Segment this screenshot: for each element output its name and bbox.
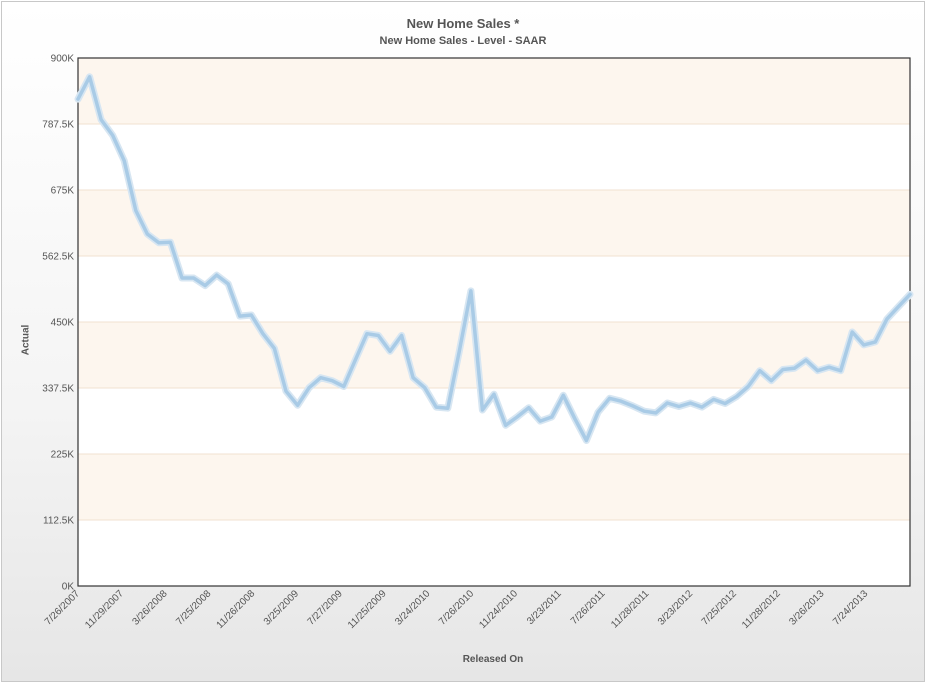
- plot-bands: [78, 58, 910, 586]
- x-tick-labels: 7/26/2007 11/29/2007 3/26/2008 7/25/2008 11/…: [43, 588, 871, 631]
- plot-band: [78, 124, 910, 190]
- x-tick-label: 11/28/2011: [609, 588, 651, 630]
- x-tick: 11/25/2009: [346, 588, 389, 631]
- x-tick-label: 7/26/2011: [569, 588, 608, 627]
- x-tick-label: 7/27/2009: [306, 588, 346, 628]
- x-tick-label: 11/26/2008: [215, 588, 258, 631]
- x-tick-label: 11/24/2010: [477, 588, 520, 631]
- x-tick-label: 7/25/2012: [700, 588, 740, 628]
- y-tick-label: 112.5K: [43, 516, 74, 527]
- x-tick: 7/26/2011: [569, 588, 608, 627]
- x-tick-label: 11/25/2009: [346, 588, 389, 631]
- x-tick: 7/27/2009: [306, 588, 346, 628]
- x-tick-label: 11/29/2007: [83, 588, 126, 631]
- y-tick-label: 0K: [62, 582, 75, 593]
- x-tick-label: 7/26/2007: [43, 588, 83, 628]
- x-tick-label: 3/23/2011: [525, 588, 564, 627]
- x-tick: 11/29/2007: [83, 588, 126, 631]
- y-tick-label: 900K: [51, 54, 75, 65]
- y-tick-label: 675K: [51, 186, 75, 197]
- x-tick: 7/24/2013: [831, 588, 871, 628]
- x-tick-label: 7/26/2010: [437, 588, 477, 628]
- x-tick: 3/23/2012: [656, 588, 696, 628]
- y-tick-label: 225K: [51, 450, 75, 461]
- plot-band: [78, 454, 910, 520]
- chart-title: New Home Sales *: [406, 16, 520, 31]
- x-tick-label: 3/25/2009: [262, 588, 302, 628]
- y-tick-label: 787.5K: [42, 120, 74, 131]
- chart-subtitle: New Home Sales - Level - SAAR: [379, 35, 547, 47]
- x-tick: 7/26/2007: [43, 588, 83, 628]
- series-group: [74, 73, 914, 444]
- x-tick: 3/26/2008: [130, 588, 170, 628]
- plot-band: [78, 256, 910, 322]
- x-tick: 7/26/2010: [437, 588, 477, 628]
- x-tick: 11/28/2012: [740, 588, 783, 631]
- x-tick: 11/24/2010: [477, 588, 520, 631]
- y-tick-label: 450K: [51, 318, 75, 329]
- x-tick: 3/26/2013: [787, 588, 827, 628]
- x-tick-label: 11/28/2012: [740, 588, 783, 631]
- x-tick-label: 3/26/2008: [130, 588, 170, 628]
- x-tick: 7/25/2008: [174, 588, 214, 628]
- plot-band: [78, 520, 910, 586]
- x-tick-label: 3/23/2012: [656, 588, 696, 628]
- x-tick-label: 3/26/2013: [787, 588, 827, 628]
- x-tick-label: 3/24/2010: [393, 588, 433, 628]
- x-tick: 7/25/2012: [700, 588, 740, 628]
- x-tick: 11/28/2011: [609, 588, 651, 630]
- series-line: [76, 75, 912, 443]
- x-axis-label: Released On: [462, 654, 524, 665]
- y-tick-label: 337.5K: [42, 384, 74, 395]
- plot-band: [78, 322, 910, 388]
- x-tick: 3/24/2010: [393, 588, 433, 628]
- x-tick-label: 7/25/2008: [174, 588, 214, 628]
- y-tick-label: 562.5K: [42, 252, 74, 263]
- x-tick: 3/23/2011: [525, 588, 564, 627]
- plot-band: [78, 190, 910, 256]
- x-tick-label: 7/24/2013: [831, 588, 871, 628]
- plot-area-border: [77, 57, 911, 587]
- plot-band: [78, 58, 910, 124]
- x-tick: 3/25/2009: [262, 588, 302, 628]
- x-tick: 11/26/2008: [215, 588, 258, 631]
- y-tick-labels: 0K 112.5K 225K 337.5K 450K 562.5K 675K 787.5K 90…: [42, 54, 74, 593]
